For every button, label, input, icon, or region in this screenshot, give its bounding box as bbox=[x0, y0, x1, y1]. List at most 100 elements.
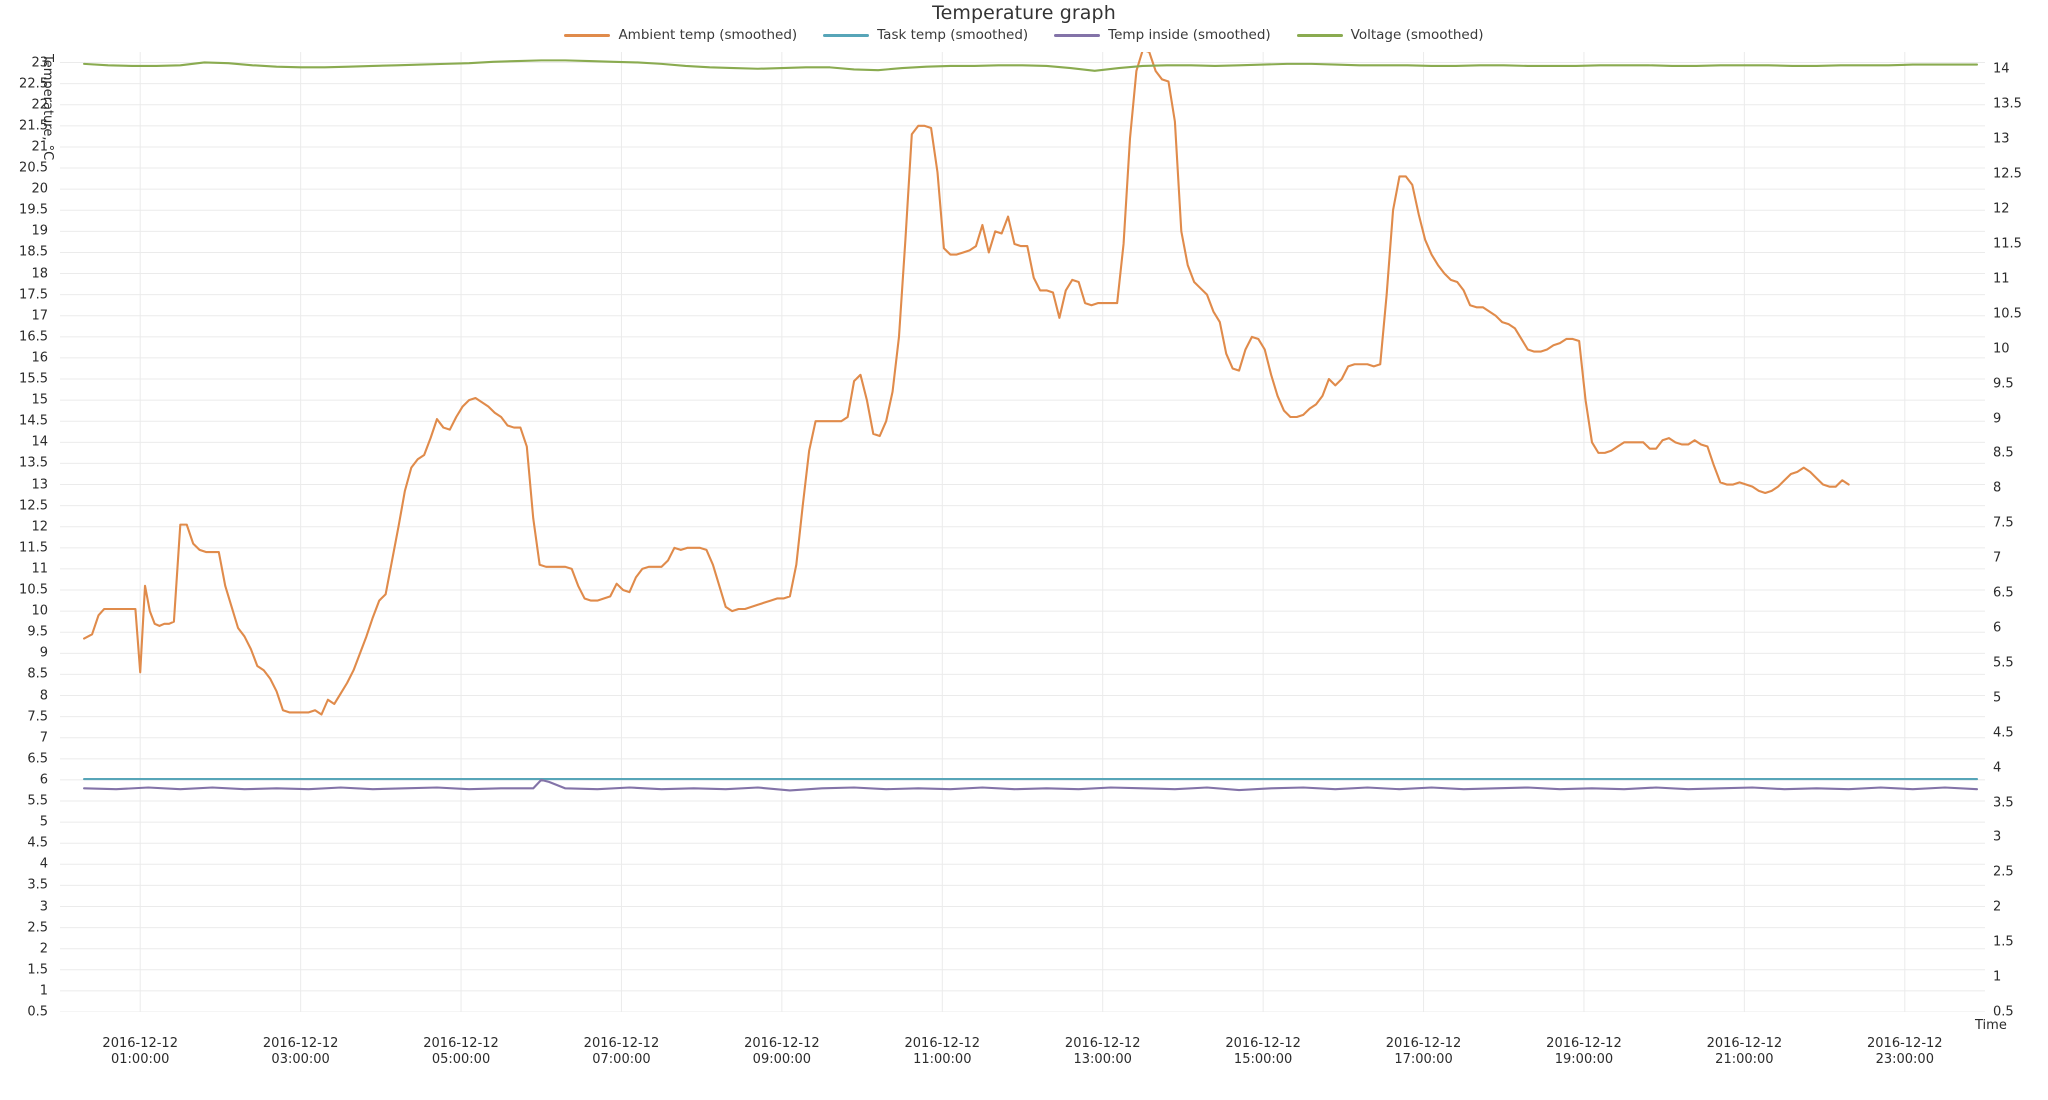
x-tick-time: 21:00:00 bbox=[1715, 1052, 1774, 1068]
y2-tick-label: 8 bbox=[1993, 480, 2002, 496]
legend-swatch-icon bbox=[823, 33, 870, 37]
y-tick-label: 19.5 bbox=[19, 202, 48, 218]
y2-tick-label: 5 bbox=[1993, 690, 2002, 706]
x-tick-label: 2016-12-12 03:00:00 bbox=[263, 1036, 339, 1069]
y-axis-left: 0.5 1 1.5 2 2.5 3 3.5 4 4.5 5 5.5 6 6.5 7 7.5 8 8.5 9 9.5 1… bbox=[0, 52, 52, 1018]
y2-tick-label: 13.5 bbox=[1993, 96, 2022, 112]
x-tick-date: 2016-12-12 bbox=[583, 1036, 660, 1051]
y2-tick-label: 2 bbox=[1993, 899, 2002, 915]
x-tick-date: 2016-12-12 bbox=[1546, 1036, 1622, 1051]
x-tick-time: 11:00:00 bbox=[913, 1052, 972, 1068]
y-tick-label: 5 bbox=[39, 814, 48, 830]
y-tick-label: 4 bbox=[39, 856, 48, 872]
y-tick-label: 2 bbox=[39, 941, 48, 957]
y-tick-label: 17 bbox=[31, 308, 48, 324]
y2-tick-label: 7 bbox=[1993, 550, 2002, 566]
y-tick-label: 22 bbox=[31, 97, 48, 113]
x-tick-time: 09:00:00 bbox=[752, 1052, 812, 1068]
y-tick-label: 19 bbox=[31, 223, 48, 239]
y-tick-label: 21.5 bbox=[19, 118, 48, 134]
y2-tick-label: 11 bbox=[1993, 271, 2010, 287]
y-axis-right: 0.5 1 1.5 2 2.5 3 3.5 4 4.5 5 5.5 6 6.5 7 7.5 8 8.5 9 9.5 1… bbox=[1989, 52, 2047, 1019]
y2-tick-label: 5.5 bbox=[1993, 655, 2014, 671]
y-tick-label: 0.5 bbox=[27, 1004, 48, 1020]
y-tick-label: 6.5 bbox=[27, 751, 48, 767]
y-axis-title: Temperature, °C bbox=[40, 54, 55, 161]
legend-swatch-icon bbox=[1054, 33, 1101, 37]
x-tick-date: 2016-12-12 bbox=[904, 1036, 981, 1051]
legend-item-1[interactable]: Task temp (smoothed) bbox=[823, 27, 1028, 43]
y-tick-label: 7.5 bbox=[27, 709, 48, 725]
x-tick-label: 2016-12-12 17:00:00 bbox=[1386, 1036, 1462, 1069]
y-tick-label: 18 bbox=[31, 266, 48, 282]
x-tick-time: 13:00:00 bbox=[1073, 1052, 1132, 1068]
y-tick-label: 22.5 bbox=[19, 76, 48, 92]
y-tick-label: 12.5 bbox=[19, 498, 48, 514]
y-tick-label: 9 bbox=[39, 645, 48, 661]
x-tick-label: 2016-12-12 05:00:00 bbox=[423, 1036, 499, 1069]
y2-tick-label: 3 bbox=[1993, 829, 2002, 845]
y2-tick-label: 14 bbox=[1993, 61, 2010, 77]
y2-tick-label: 7.5 bbox=[1993, 515, 2014, 531]
y2-tick-label: 6.5 bbox=[1993, 585, 2014, 601]
y-tick-label: 1.5 bbox=[27, 962, 48, 978]
x-tick-time: 15:00:00 bbox=[1233, 1052, 1293, 1068]
x-tick-label: 2016-12-12 09:00:00 bbox=[744, 1036, 820, 1069]
x-tick-date: 2016-12-12 bbox=[1225, 1036, 1301, 1051]
x-tick-time: 01:00:00 bbox=[111, 1052, 170, 1068]
x-tick-time: 05:00:00 bbox=[431, 1052, 491, 1068]
legend-label: Temp inside (smoothed) bbox=[1108, 27, 1271, 43]
legend-item-3[interactable]: Voltage (smoothed) bbox=[1296, 27, 1484, 43]
y2-tick-label: 0.5 bbox=[1993, 1004, 2014, 1020]
plot-canvas bbox=[60, 52, 1985, 1012]
y-tick-label: 11.5 bbox=[19, 540, 48, 556]
chart-legend: Ambient temp (smoothed) Task temp (smooth… bbox=[0, 27, 2048, 43]
y2-tick-label: 1.5 bbox=[1993, 934, 2014, 950]
y-tick-label: 10 bbox=[31, 603, 48, 619]
y-tick-label: 17.5 bbox=[19, 287, 48, 303]
x-tick-label: 2016-12-12 19:00:00 bbox=[1546, 1036, 1622, 1069]
y-tick-label: 10.5 bbox=[19, 582, 48, 598]
y-tick-label: 13.5 bbox=[19, 455, 48, 471]
x-tick-time: 23:00:00 bbox=[1875, 1052, 1934, 1068]
x-tick-date: 2016-12-12 bbox=[1867, 1036, 1943, 1051]
y-tick-label: 6 bbox=[39, 772, 48, 788]
x-tick-date: 2016-12-12 bbox=[1706, 1036, 1783, 1051]
y-tick-label: 3.5 bbox=[27, 877, 48, 893]
y-tick-label: 13 bbox=[31, 477, 48, 493]
y-tick-label: 16.5 bbox=[19, 329, 48, 345]
legend-item-0[interactable]: Ambient temp (smoothed) bbox=[564, 27, 797, 43]
y-tick-label: 20 bbox=[31, 181, 48, 197]
x-tick-date: 2016-12-12 bbox=[744, 1036, 820, 1051]
legend-swatch-icon bbox=[1296, 33, 1343, 37]
x-tick-label: 2016-12-12 13:00:00 bbox=[1065, 1036, 1141, 1069]
y2-tick-label: 4.5 bbox=[1993, 725, 2014, 741]
y-tick-label: 21 bbox=[31, 139, 48, 155]
y-tick-label: 9.5 bbox=[27, 624, 48, 640]
x-axis-title: Time bbox=[1975, 1018, 2007, 1033]
legend-swatch-icon bbox=[564, 33, 611, 37]
x-tick-time: 19:00:00 bbox=[1554, 1052, 1614, 1068]
y-tick-label: 11 bbox=[31, 561, 48, 577]
plot-area bbox=[60, 52, 1985, 1012]
x-tick-date: 2016-12-12 bbox=[102, 1036, 178, 1051]
y-tick-label: 15 bbox=[31, 392, 48, 408]
y-tick-label: 14 bbox=[31, 434, 48, 450]
y-tick-label: 8.5 bbox=[27, 666, 48, 682]
y2-tick-label: 9 bbox=[1993, 411, 2002, 427]
y-tick-label: 5.5 bbox=[27, 793, 48, 809]
y-tick-label: 14.5 bbox=[19, 413, 48, 429]
x-tick-date: 2016-12-12 bbox=[423, 1036, 499, 1051]
y2-tick-label: 6 bbox=[1993, 620, 2002, 636]
y-tick-label: 1 bbox=[39, 983, 48, 999]
x-tick-time: 17:00:00 bbox=[1394, 1052, 1453, 1068]
y-tick-label: 15.5 bbox=[19, 371, 48, 387]
y2-tick-label: 11.5 bbox=[1993, 236, 2022, 252]
y-tick-label: 8 bbox=[39, 688, 48, 704]
y2-tick-label: 10.5 bbox=[1993, 306, 2022, 322]
legend-label: Voltage (smoothed) bbox=[1350, 27, 1484, 43]
y2-tick-label: 3.5 bbox=[1993, 795, 2014, 811]
y2-tick-label: 4 bbox=[1993, 760, 2002, 776]
legend-item-2[interactable]: Temp inside (smoothed) bbox=[1054, 27, 1271, 43]
y-tick-label: 23 bbox=[31, 55, 48, 71]
